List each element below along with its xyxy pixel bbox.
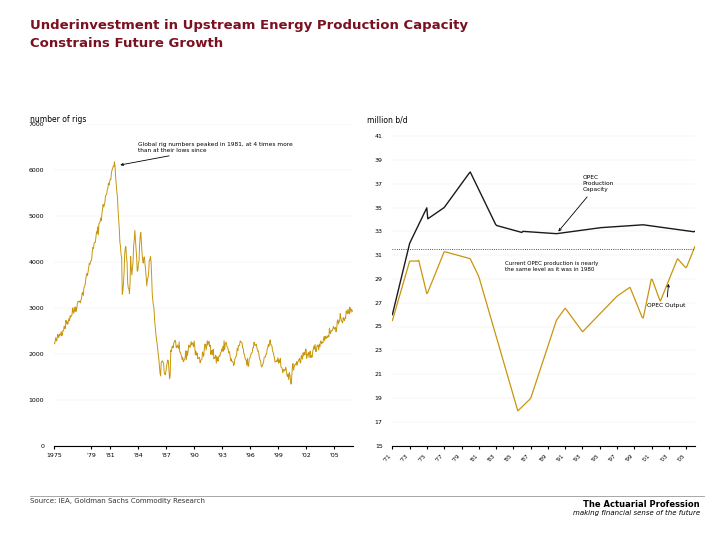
Text: The Actuarial Profession: The Actuarial Profession — [583, 500, 700, 509]
Text: OPEC has not expanded capacity since the 1970s: OPEC has not expanded capacity since the… — [377, 88, 628, 97]
Text: Current OPEC production is nearly
the same level as it was in 1980: Current OPEC production is nearly the sa… — [505, 261, 598, 272]
Text: OPEC Output: OPEC Output — [647, 285, 685, 308]
Text: Constrains Future Growth: Constrains Future Growth — [30, 37, 223, 50]
Text: Much of the investment occurred during the 1970s
before global rig counts peaked: Much of the investment occurred during t… — [38, 80, 280, 102]
Text: Underinvestment in Upstream Energy Production Capacity: Underinvestment in Upstream Energy Produ… — [30, 19, 468, 32]
Text: number of rigs: number of rigs — [30, 115, 86, 124]
Text: Global rig numbers peaked in 1981, at 4 times more
than at their lows since: Global rig numbers peaked in 1981, at 4 … — [121, 141, 293, 166]
Text: making financial sense of the future: making financial sense of the future — [572, 510, 700, 516]
Text: Source: IEA, Goldman Sachs Commodity Research: Source: IEA, Goldman Sachs Commodity Res… — [30, 498, 205, 504]
Text: OPEC
Production
Capacity: OPEC Production Capacity — [559, 176, 613, 231]
Text: million b/d: million b/d — [367, 115, 408, 124]
